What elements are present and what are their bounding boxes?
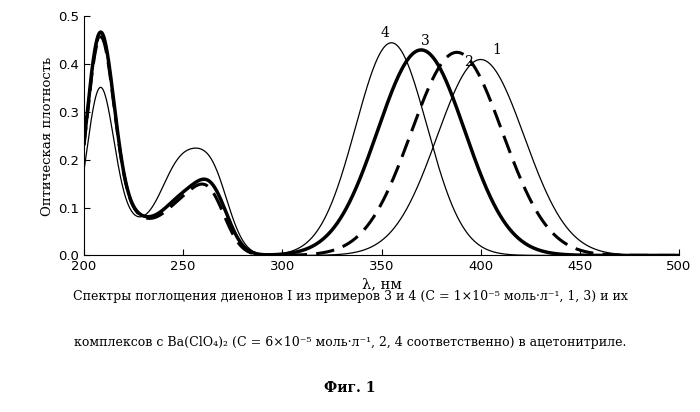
Text: Спектры поглощения диенонов I из примеров 3 и 4 (С = 1×10⁻⁵ моль·л⁻¹, 1, 3) и их: Спектры поглощения диенонов I из примеро… (73, 290, 627, 304)
Text: Фиг. 1: Фиг. 1 (324, 381, 376, 395)
X-axis label: λ, нм: λ, нм (362, 277, 401, 291)
Text: комплексов с Ba(ClO₄)₂ (С = 6×10⁻⁵ моль·л⁻¹, 2, 4 соответственно) в ацетонитриле: комплексов с Ba(ClO₄)₂ (С = 6×10⁻⁵ моль·… (74, 336, 626, 349)
Text: 2: 2 (464, 55, 473, 69)
Text: 3: 3 (421, 33, 430, 47)
Text: 1: 1 (492, 43, 501, 57)
Y-axis label: Оптическая плотность: Оптическая плотность (41, 56, 54, 215)
Text: 4: 4 (381, 26, 390, 40)
